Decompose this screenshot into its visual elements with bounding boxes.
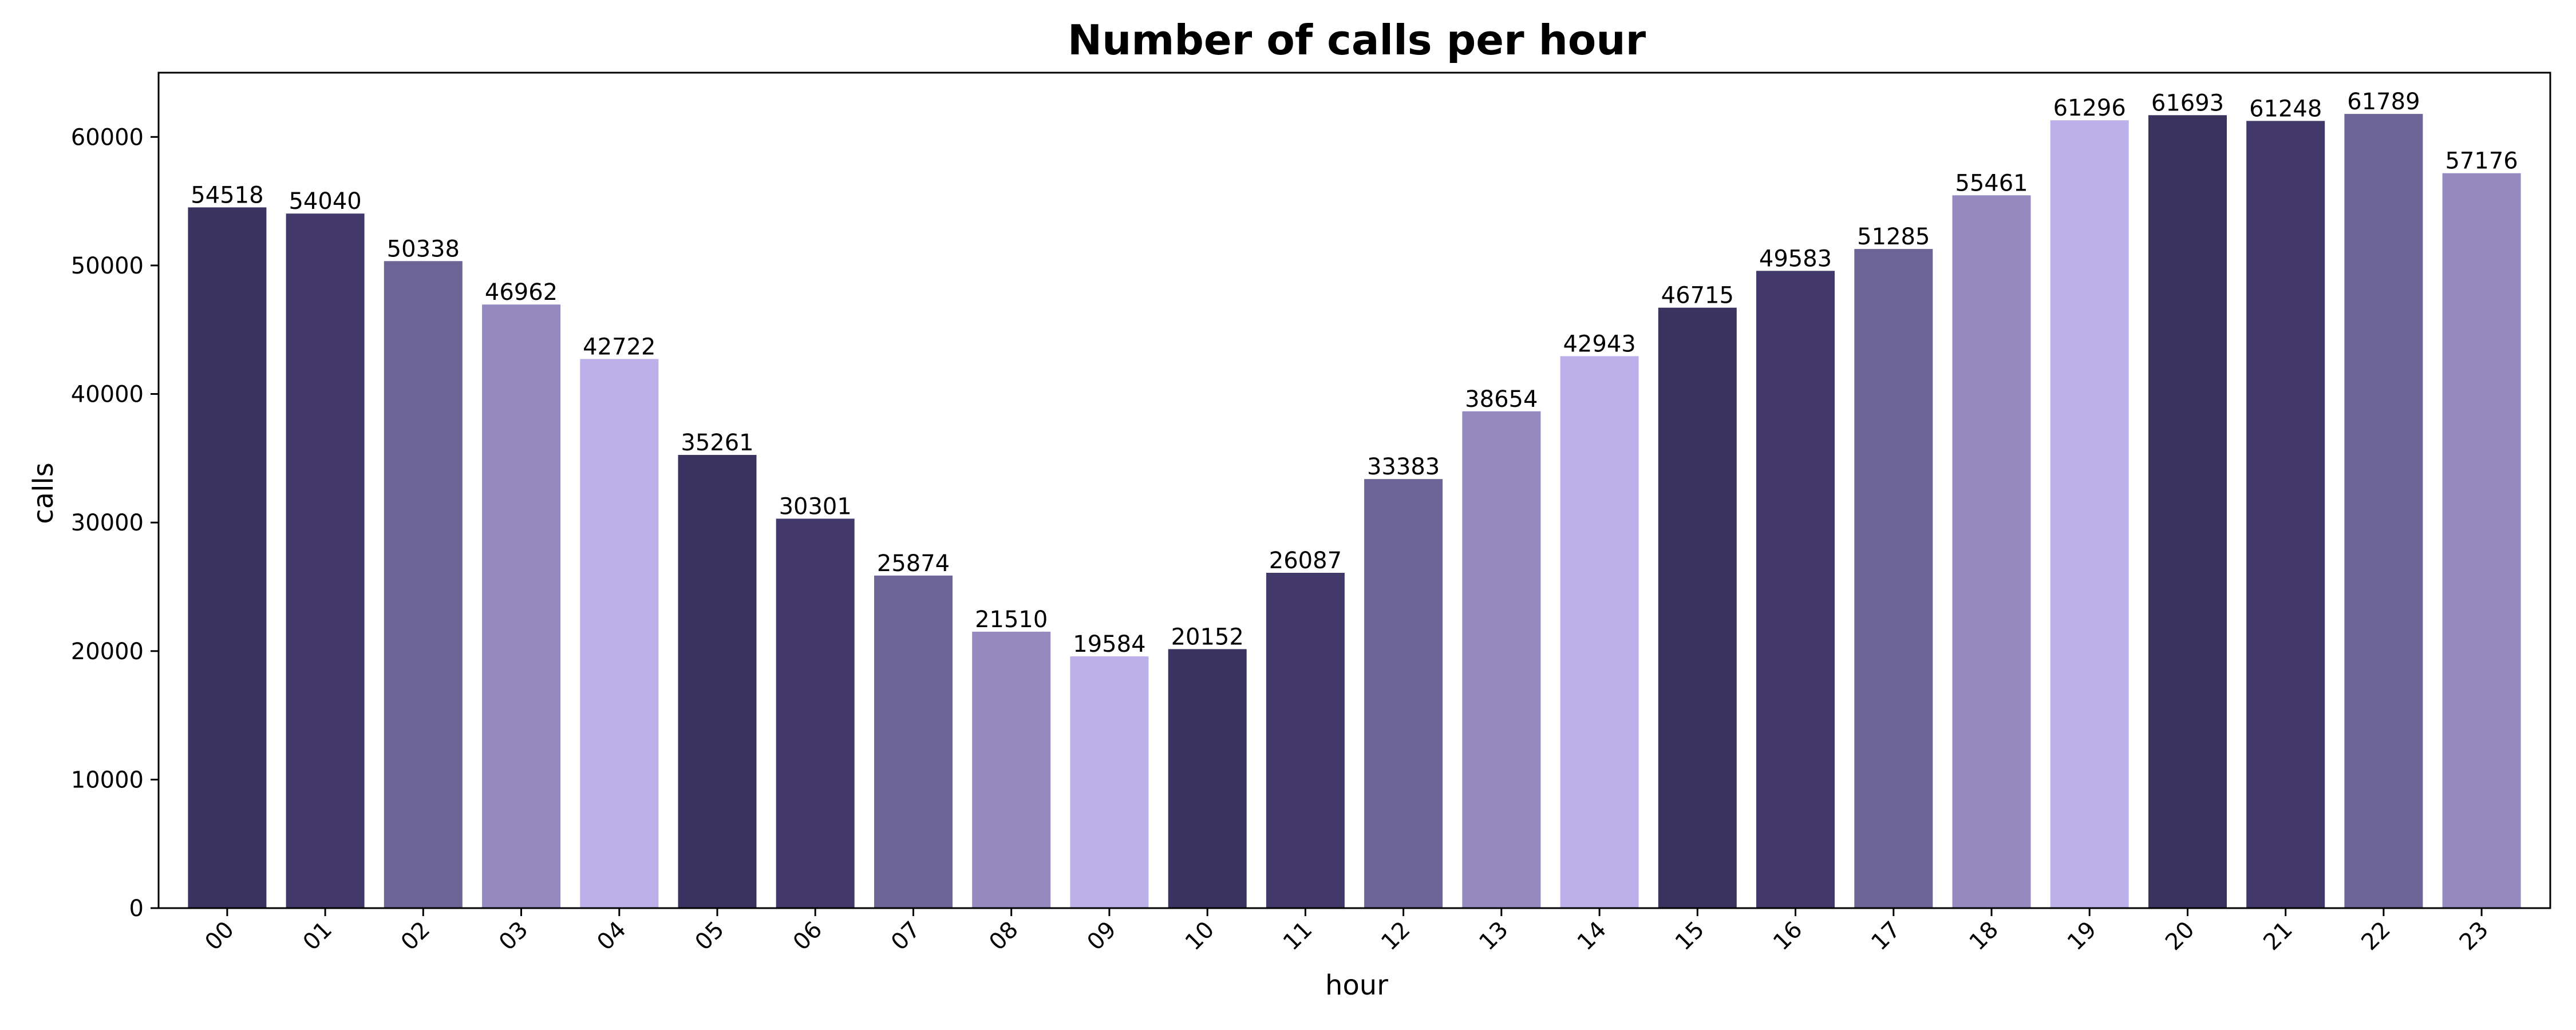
bar-04 (580, 359, 659, 908)
data-label-00: 54518 (191, 182, 263, 208)
data-label-19: 61296 (2053, 95, 2126, 121)
bar-15 (1658, 307, 1737, 909)
data-label-11: 26087 (1269, 548, 1342, 574)
y-tick-label-50000: 50000 (71, 253, 144, 279)
bar-02 (384, 261, 463, 908)
bar-08 (972, 631, 1051, 908)
data-label-14: 42943 (1563, 331, 1635, 357)
x-axis: 00 01 02 03 04 05 06 07 08 09 10 11 12 13 14 15 16 17 18 19… (200, 908, 2494, 956)
bar-09 (1070, 656, 1149, 908)
bars-group (188, 114, 2521, 909)
bar-03 (482, 304, 561, 909)
data-label-05: 35261 (681, 430, 753, 456)
plot-area-frame (157, 72, 2551, 909)
y-tick-label-10000: 10000 (71, 767, 144, 793)
x-tick-label-20: 20 (2160, 917, 2200, 956)
bar-18 (1952, 195, 2031, 908)
bar-19 (2050, 120, 2129, 909)
data-label-10: 20152 (1171, 624, 1244, 650)
x-tick-label-02: 02 (396, 917, 436, 956)
x-tick-label-22: 22 (2356, 917, 2396, 956)
data-label-02: 50338 (387, 236, 460, 262)
bar-13 (1462, 411, 1541, 908)
bar-07 (874, 575, 953, 908)
x-tick-label-10: 10 (1180, 917, 1220, 956)
x-tick-label-16: 16 (1768, 917, 1808, 956)
x-tick-label-19: 19 (2063, 917, 2102, 956)
x-tick-label-13: 13 (1474, 917, 1514, 956)
x-tick-label-08: 08 (984, 917, 1024, 956)
x-tick-label-01: 01 (298, 917, 338, 956)
y-tick-label-20000: 20000 (71, 639, 144, 665)
data-label-09: 19584 (1073, 631, 1145, 657)
bar-01 (286, 213, 365, 909)
data-label-07: 25874 (877, 550, 950, 577)
data-label-21: 61248 (2249, 96, 2322, 122)
x-tick-label-18: 18 (1965, 917, 2004, 956)
x-tick-label-17: 17 (1866, 917, 1906, 956)
data-label-20: 61693 (2151, 90, 2224, 116)
bar-12 (1364, 479, 1443, 908)
data-label-06: 30301 (779, 493, 852, 520)
x-tick-label-03: 03 (494, 917, 534, 956)
x-tick-label-09: 09 (1082, 917, 1121, 956)
data-labels-group: 54518 54040 50338 46962 42722 35261 30301 25874… (191, 89, 2518, 657)
x-tick-label-23: 23 (2455, 917, 2494, 956)
bar-16 (1756, 271, 1835, 908)
x-tick-label-14: 14 (1573, 917, 1612, 956)
x-tick-label-15: 15 (1670, 917, 1710, 956)
bar-10 (1168, 649, 1247, 908)
data-label-04: 42722 (583, 334, 655, 360)
bar-00 (188, 207, 267, 908)
bar-17 (1854, 249, 1933, 909)
data-label-13: 38654 (1465, 386, 1538, 413)
y-axis: 0 10000 20000 30000 40000 50000 60000 (71, 124, 159, 922)
data-label-22: 61789 (2347, 89, 2420, 115)
data-label-08: 21510 (975, 607, 1048, 633)
y-axis-label: calls (27, 462, 60, 524)
x-axis-label: hour (1325, 969, 1388, 1001)
chart-title: Number of calls per hour (1068, 16, 1646, 64)
y-tick-label-40000: 40000 (71, 382, 144, 408)
data-label-03: 46962 (485, 279, 558, 306)
bar-06 (776, 518, 855, 908)
bar-20 (2148, 115, 2227, 908)
bar-21 (2246, 121, 2325, 908)
data-label-01: 54040 (289, 188, 361, 215)
bar-23 (2442, 173, 2521, 909)
y-tick-label-60000: 60000 (71, 124, 144, 150)
data-label-15: 46715 (1661, 283, 1734, 309)
x-tick-label-11: 11 (1278, 917, 1318, 956)
x-tick-label-07: 07 (886, 917, 926, 956)
bar-14 (1560, 356, 1639, 908)
data-label-18: 55461 (1955, 170, 2028, 196)
data-label-12: 33383 (1367, 454, 1440, 480)
data-label-16: 49583 (1759, 245, 1832, 272)
x-tick-label-00: 00 (200, 917, 239, 956)
x-tick-label-21: 21 (2258, 917, 2298, 956)
x-tick-label-04: 04 (592, 917, 631, 956)
bar-11 (1266, 573, 1345, 908)
x-tick-label-12: 12 (1376, 917, 1416, 956)
x-tick-label-05: 05 (690, 917, 730, 956)
data-label-23: 57176 (2445, 148, 2518, 175)
bar-05 (678, 455, 757, 908)
x-tick-label-06: 06 (788, 917, 828, 956)
y-tick-label-30000: 30000 (71, 510, 144, 536)
y-tick-label-0: 0 (129, 896, 144, 922)
data-label-17: 51285 (1857, 224, 1930, 250)
bar-22 (2344, 114, 2423, 909)
